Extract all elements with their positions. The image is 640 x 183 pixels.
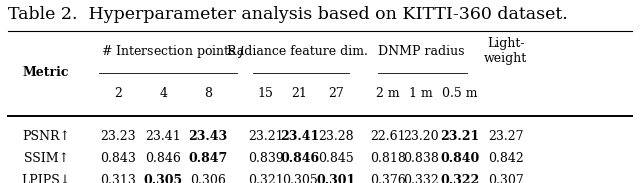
Text: 0.838: 0.838: [403, 152, 439, 165]
Text: 0.376: 0.376: [370, 174, 406, 183]
Text: 0.842: 0.842: [488, 152, 524, 165]
Text: 0.845: 0.845: [318, 152, 354, 165]
Text: 23.20: 23.20: [403, 130, 439, 143]
Text: 0.846: 0.846: [280, 152, 319, 165]
Text: Light-
weight: Light- weight: [484, 37, 527, 65]
Text: 0.313: 0.313: [100, 174, 136, 183]
Text: 15: 15: [258, 87, 273, 100]
Text: Metric: Metric: [23, 66, 69, 79]
Text: 2 m: 2 m: [376, 87, 399, 100]
Text: 0.332: 0.332: [403, 174, 439, 183]
Text: 0.301: 0.301: [316, 174, 356, 183]
Text: 23.41: 23.41: [280, 130, 319, 143]
Text: 23.27: 23.27: [488, 130, 524, 143]
Text: 0.839: 0.839: [248, 152, 284, 165]
Text: 0.305: 0.305: [143, 174, 183, 183]
Text: 0.5 m: 0.5 m: [442, 87, 477, 100]
Text: 23.28: 23.28: [318, 130, 354, 143]
Text: 22.61: 22.61: [370, 130, 406, 143]
Text: 23.21: 23.21: [248, 130, 284, 143]
Text: 27: 27: [328, 87, 344, 100]
Text: 23.23: 23.23: [100, 130, 136, 143]
Text: 23.41: 23.41: [145, 130, 181, 143]
Text: 23.21: 23.21: [440, 130, 479, 143]
Text: 0.846: 0.846: [145, 152, 181, 165]
Text: 0.321: 0.321: [248, 174, 284, 183]
Text: PSNR↑: PSNR↑: [22, 130, 70, 143]
Text: 0.305: 0.305: [282, 174, 317, 183]
Text: DNMP radius: DNMP radius: [378, 45, 465, 58]
Text: 1 m: 1 m: [409, 87, 433, 100]
Text: Table 2.  Hyperparameter analysis based on KITTI-360 dataset.: Table 2. Hyperparameter analysis based o…: [8, 6, 568, 23]
Text: LPIPS↓: LPIPS↓: [22, 174, 70, 183]
Text: # Intersection points $J$: # Intersection points $J$: [101, 43, 244, 60]
Text: 2: 2: [115, 87, 122, 100]
Text: 0.843: 0.843: [100, 152, 136, 165]
Text: 0.818: 0.818: [370, 152, 406, 165]
Text: SSIM↑: SSIM↑: [24, 152, 68, 165]
Text: 0.847: 0.847: [188, 152, 228, 165]
Text: 0.322: 0.322: [440, 174, 479, 183]
Text: 21: 21: [292, 87, 307, 100]
Text: Radiance feature dim.: Radiance feature dim.: [227, 45, 368, 58]
Text: 0.307: 0.307: [488, 174, 524, 183]
Text: 4: 4: [159, 87, 167, 100]
Text: 0.306: 0.306: [190, 174, 226, 183]
Text: 8: 8: [204, 87, 212, 100]
Text: 0.840: 0.840: [440, 152, 479, 165]
Text: 23.43: 23.43: [188, 130, 228, 143]
